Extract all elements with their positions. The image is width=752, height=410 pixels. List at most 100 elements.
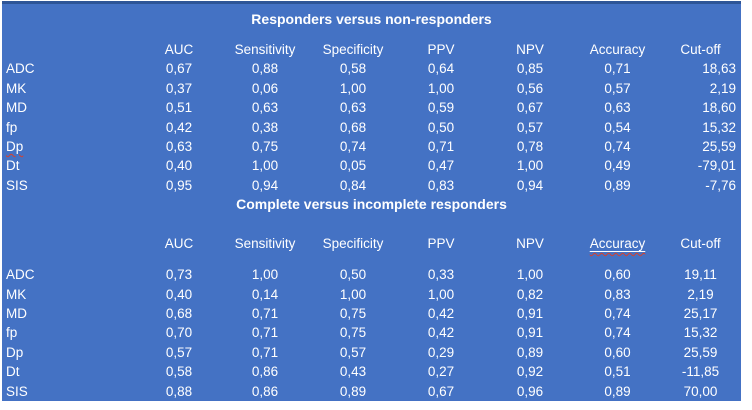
row-label[interactable]: SIS	[2, 382, 137, 401]
cutoff-cell[interactable]: 18,60	[702, 100, 736, 116]
value-cell[interactable]: 0,67	[516, 100, 544, 116]
value-cell[interactable]: 0,63	[251, 100, 279, 116]
column-header[interactable]: AUC	[137, 40, 221, 59]
cutoff-cell[interactable]: 2,19	[687, 286, 714, 302]
value-cell[interactable]: 0,58	[339, 61, 367, 77]
column-header[interactable]: NPV	[485, 40, 575, 59]
value-cell[interactable]: 0,38	[251, 119, 279, 135]
column-header[interactable]: AUC	[137, 234, 221, 253]
value-cell[interactable]: 0,71	[251, 306, 279, 322]
value-cell[interactable]: 0,86	[251, 364, 279, 380]
value-cell[interactable]: 0,60	[604, 344, 631, 360]
value-cell[interactable]: 0,51	[604, 364, 631, 380]
value-cell[interactable]: 0,84	[339, 177, 367, 193]
column-header[interactable]: Specificity	[309, 40, 397, 59]
column-header[interactable]: PPV	[397, 234, 485, 253]
value-cell[interactable]: 0,47	[427, 158, 455, 174]
cutoff-cell[interactable]: 18,63	[702, 61, 736, 77]
cutoff-cell[interactable]: 25,59	[683, 344, 718, 360]
value-cell[interactable]: 0,67	[165, 61, 193, 77]
row-label[interactable]: ADC	[2, 265, 137, 284]
value-cell[interactable]: 0,86	[251, 383, 279, 399]
cutoff-cell[interactable]: -7,76	[705, 177, 736, 193]
value-cell[interactable]: 0,57	[339, 344, 367, 360]
value-cell[interactable]: 0,42	[427, 306, 455, 322]
value-cell[interactable]: 0,85	[516, 61, 544, 77]
value-cell[interactable]: 0,27	[427, 364, 455, 380]
value-cell[interactable]: 0,91	[516, 306, 544, 322]
value-cell[interactable]: 1,00	[339, 80, 367, 96]
row-label[interactable]: Dt	[2, 156, 137, 175]
value-cell[interactable]: 0,89	[604, 383, 631, 399]
cutoff-cell[interactable]: 15,32	[702, 119, 736, 135]
cutoff-cell[interactable]: -11,85	[681, 364, 720, 380]
value-cell[interactable]: 0,43	[339, 364, 367, 380]
value-cell[interactable]: 0,57	[604, 80, 631, 96]
column-header[interactable]: Accuracy	[575, 234, 660, 253]
value-cell[interactable]: 0,40	[165, 158, 193, 174]
row-label[interactable]: fp	[2, 118, 137, 137]
value-cell[interactable]: 0,50	[427, 119, 455, 135]
value-cell[interactable]: 1,00	[516, 267, 544, 283]
row-label[interactable]: MD	[2, 304, 137, 323]
value-cell[interactable]: 1,00	[516, 158, 544, 174]
value-cell[interactable]: 0,71	[251, 325, 279, 341]
cutoff-cell[interactable]: 15,32	[683, 325, 718, 341]
value-cell[interactable]: 1,00	[339, 286, 367, 302]
value-cell[interactable]: 0,89	[604, 177, 631, 193]
value-cell[interactable]: 0,83	[427, 177, 455, 193]
column-header[interactable]: Sensitivity	[221, 40, 309, 59]
value-cell[interactable]: 0,63	[604, 100, 631, 116]
value-cell[interactable]: 0,64	[427, 61, 455, 77]
value-cell[interactable]: 0,60	[604, 267, 631, 283]
value-cell[interactable]: 0,82	[516, 286, 544, 302]
value-cell[interactable]: 0,57	[165, 344, 193, 360]
value-cell[interactable]: 0,89	[339, 383, 367, 399]
value-cell[interactable]: 0,68	[165, 306, 193, 322]
column-header[interactable]: Cut-off	[660, 40, 741, 59]
value-cell[interactable]: 0,70	[165, 325, 193, 341]
value-cell[interactable]: 0,78	[516, 138, 544, 154]
value-cell[interactable]: 0,71	[604, 61, 631, 77]
value-cell[interactable]: 0,83	[604, 286, 631, 302]
column-header[interactable]: Cut-off	[660, 234, 741, 253]
value-cell[interactable]: 0,58	[165, 364, 193, 380]
cutoff-cell[interactable]: 70,00	[683, 383, 718, 399]
column-header[interactable]	[2, 40, 137, 59]
column-header[interactable]: Accuracy	[575, 40, 660, 59]
value-cell[interactable]: 0,71	[427, 138, 455, 154]
value-cell[interactable]: 0,49	[604, 158, 631, 174]
value-cell[interactable]: 0,59	[427, 100, 455, 116]
value-cell[interactable]: 0,06	[251, 80, 279, 96]
value-cell[interactable]: 0,92	[516, 364, 544, 380]
value-cell[interactable]: 1,00	[251, 158, 279, 174]
value-cell[interactable]: 0,75	[339, 325, 367, 341]
value-cell[interactable]: 0,89	[516, 344, 544, 360]
value-cell[interactable]: 0,29	[427, 344, 455, 360]
table-title[interactable]: Complete versus incomplete responders	[2, 195, 741, 214]
column-header[interactable]: NPV	[485, 234, 575, 253]
value-cell[interactable]: 0,74	[604, 306, 631, 322]
value-cell[interactable]: 0,42	[165, 119, 193, 135]
cutoff-cell[interactable]: 25,59	[702, 138, 736, 154]
value-cell[interactable]: 0,94	[516, 177, 544, 193]
value-cell[interactable]: 0,63	[165, 138, 193, 154]
value-cell[interactable]: 0,54	[604, 119, 631, 135]
table-title[interactable]: Responders versus non-responders	[2, 4, 741, 40]
value-cell[interactable]: 0,05	[339, 158, 367, 174]
value-cell[interactable]: 0,88	[165, 383, 193, 399]
value-cell[interactable]: 0,40	[165, 286, 193, 302]
value-cell[interactable]: 0,37	[165, 80, 193, 96]
cutoff-cell[interactable]: -79,01	[697, 158, 736, 174]
value-cell[interactable]: 0,71	[251, 344, 279, 360]
value-cell[interactable]: 1,00	[427, 286, 455, 302]
cutoff-cell[interactable]: 19,11	[684, 267, 717, 283]
value-cell[interactable]: 0,88	[251, 61, 279, 77]
value-cell[interactable]: 0,42	[427, 325, 455, 341]
row-label[interactable]: ADC	[2, 59, 137, 78]
row-label[interactable]: Dp	[2, 343, 137, 362]
value-cell[interactable]: 0,67	[427, 383, 455, 399]
value-cell[interactable]: 0,75	[339, 306, 367, 322]
value-cell[interactable]: 0,50	[339, 267, 367, 283]
row-label[interactable]: MK	[2, 285, 137, 304]
